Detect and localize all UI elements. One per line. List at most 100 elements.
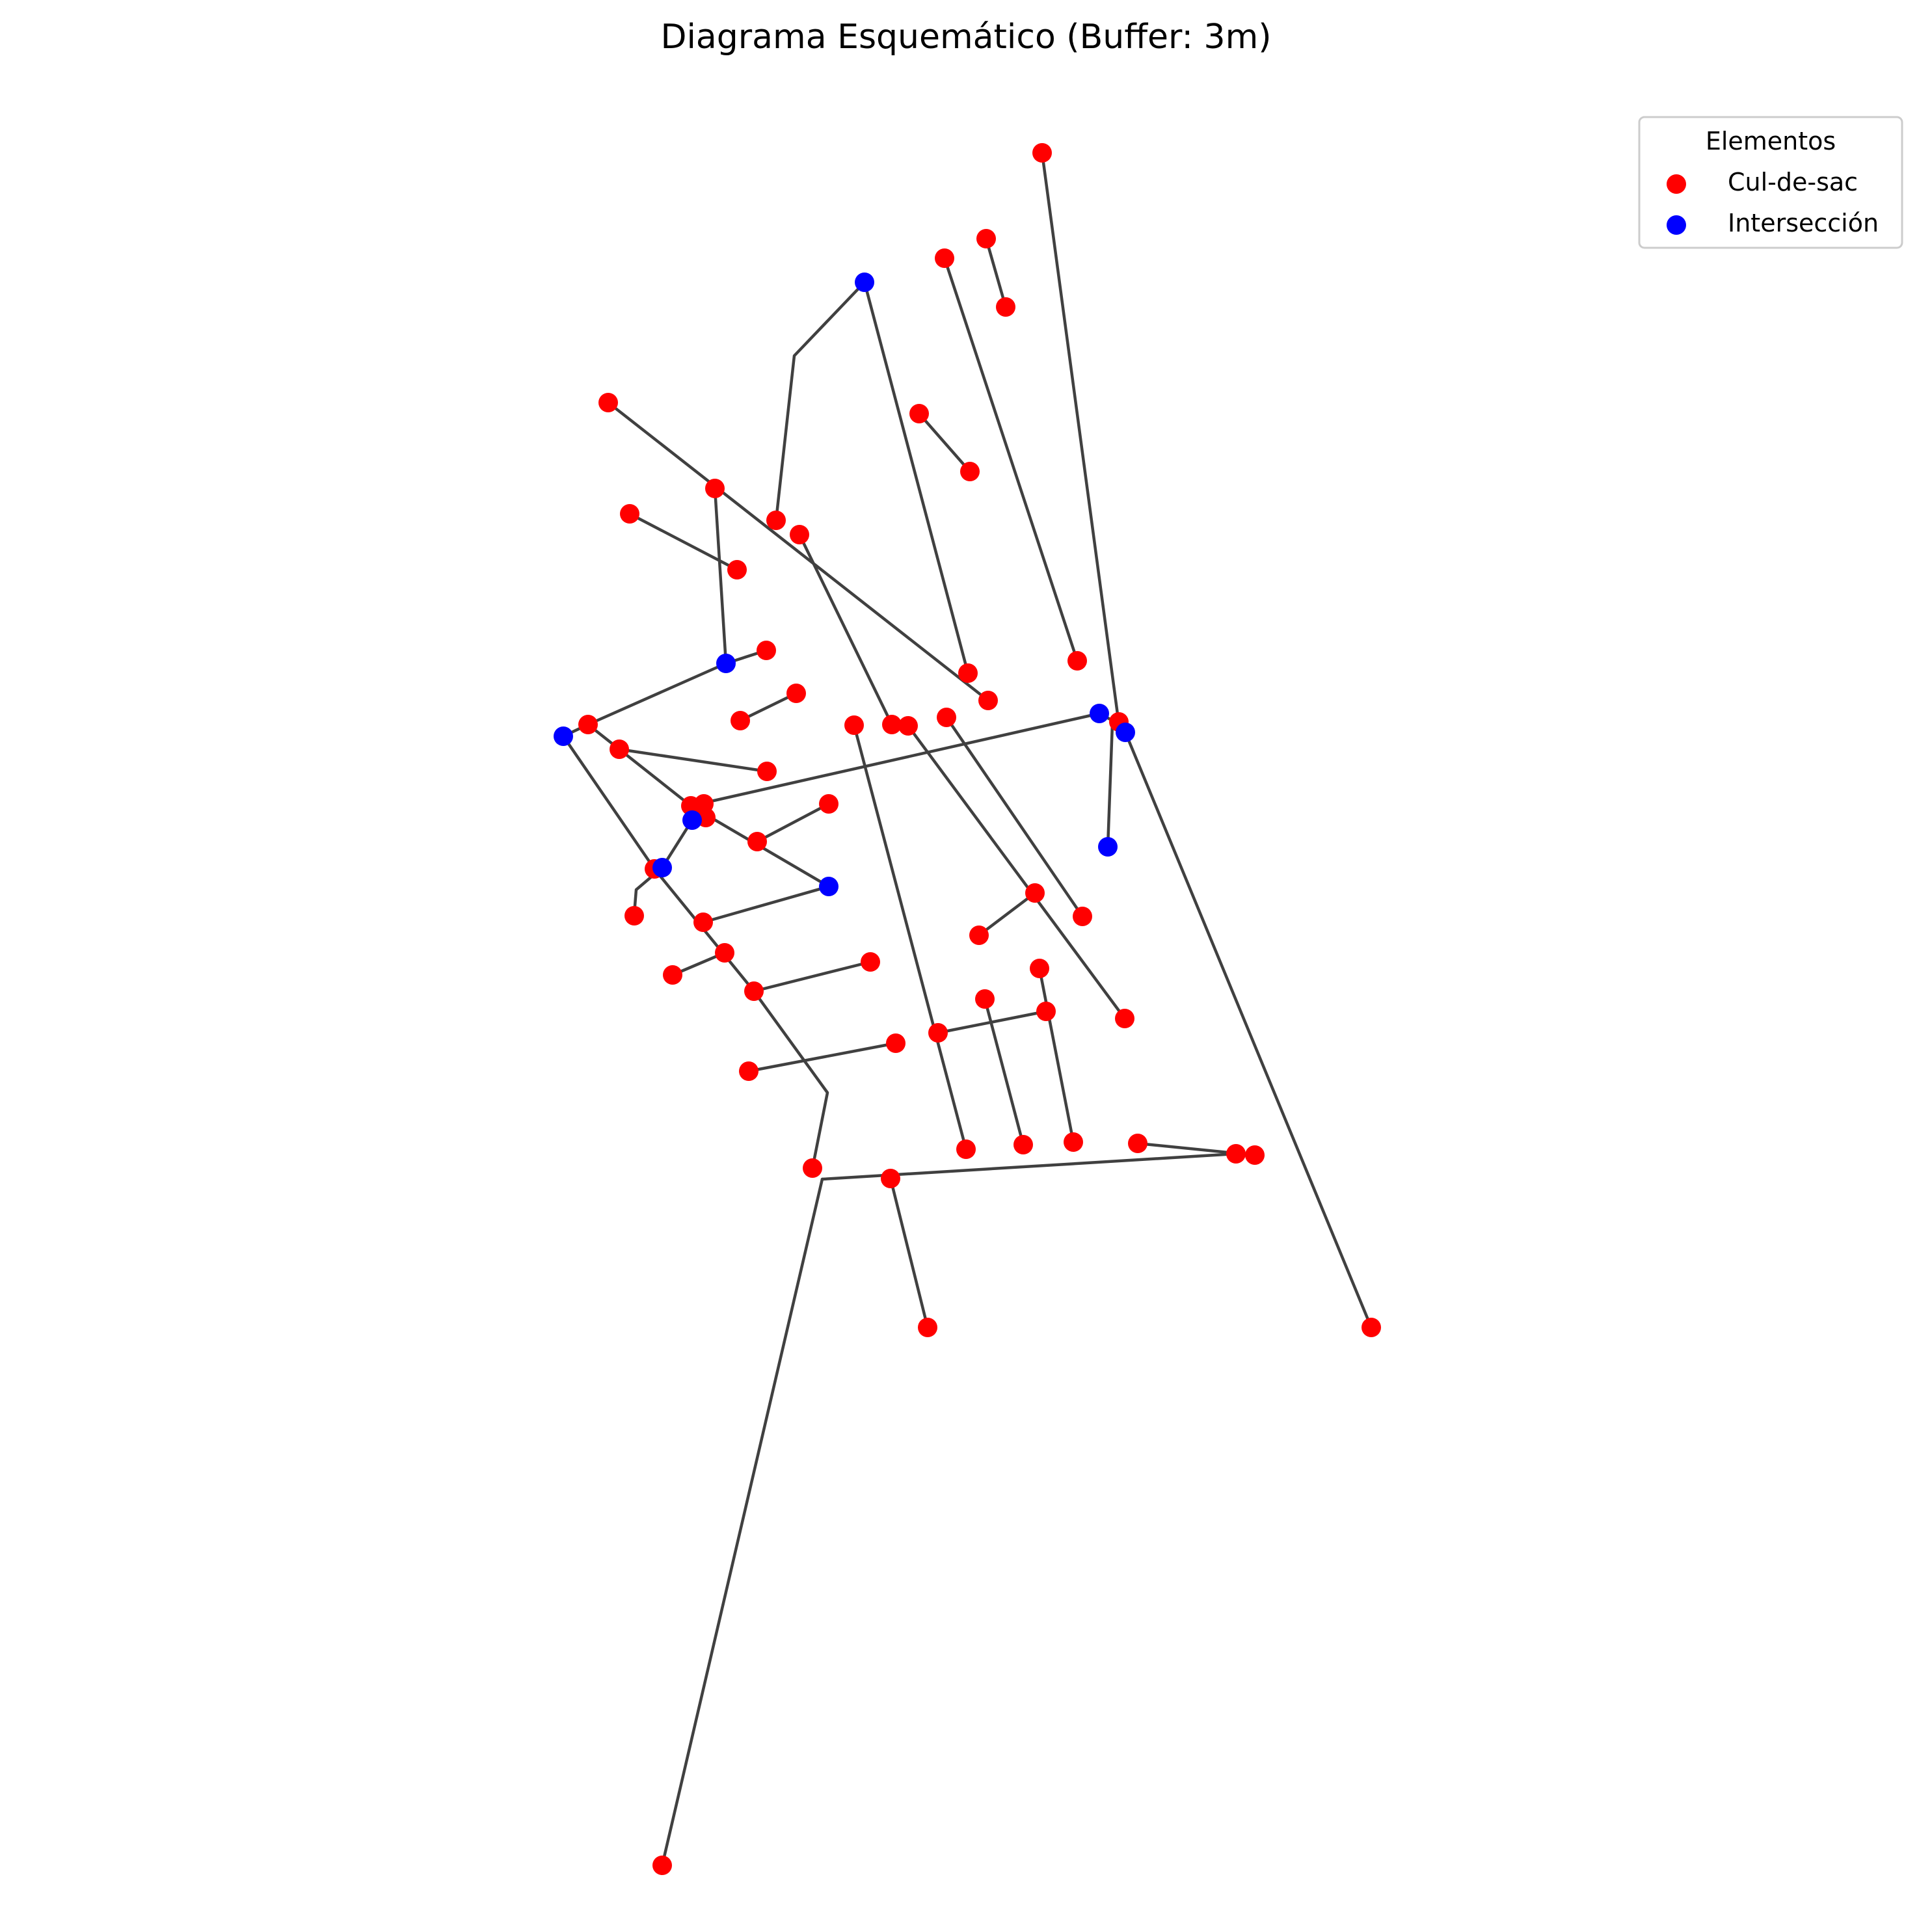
cul-de-sac-node: [757, 641, 776, 660]
cul-de-sac-node: [578, 715, 598, 734]
legend-label-interseccion: Intersección: [1728, 209, 1879, 237]
intersection-node: [855, 273, 874, 292]
edge: [852, 723, 968, 1151]
cul-de-sac-node: [1030, 959, 1049, 978]
cul-de-sac-node: [882, 715, 902, 734]
edge: [1038, 966, 1075, 1144]
edge: [863, 280, 970, 675]
cul-de-sac-node: [652, 1856, 672, 1875]
cul-de-sac-node: [1115, 1009, 1134, 1028]
edge: [617, 747, 769, 773]
cul-de-sac-nodes: [578, 143, 1381, 1875]
edge: [713, 486, 728, 665]
legend: Elementos Cul-de-sac Intersección: [1638, 116, 1903, 249]
cul-de-sac-node: [620, 504, 639, 524]
cul-de-sac-node: [844, 715, 864, 735]
edge: [917, 412, 972, 473]
cul-de-sac-node: [739, 1061, 758, 1081]
intersection-node: [1090, 704, 1109, 723]
cul-de-sac-node: [898, 716, 918, 736]
cul-de-sac-node: [909, 404, 929, 423]
edge: [945, 715, 1084, 918]
cul-de-sac-node: [766, 511, 786, 530]
cul-de-sac-node: [886, 1033, 906, 1053]
cul-de-sac-node: [1036, 1002, 1056, 1021]
legend-box: [1638, 116, 1903, 249]
intersection-node: [554, 726, 573, 746]
cul-de-sac-node: [715, 943, 734, 963]
edge: [1106, 722, 1114, 849]
cul-de-sac-legend-marker: [1667, 174, 1686, 194]
cul-de-sac-node: [624, 906, 644, 926]
cul-de-sac-node: [727, 560, 747, 579]
cul-de-sac-node: [1064, 1132, 1083, 1152]
cul-de-sac-node: [976, 229, 996, 248]
edge: [977, 891, 1037, 937]
edge: [983, 997, 1025, 1147]
cul-de-sac-node: [935, 248, 954, 268]
cul-de-sac-node: [996, 297, 1015, 317]
edge: [1040, 151, 1121, 726]
intersection-node: [716, 654, 736, 673]
cul-de-sac-node: [960, 462, 980, 481]
cul-de-sac-node: [978, 691, 998, 710]
legend-title: Elementos: [1706, 127, 1836, 155]
cul-de-sac-node: [819, 794, 839, 814]
cul-de-sac-node: [663, 965, 682, 985]
edge: [889, 1177, 930, 1329]
cul-de-sac-node: [610, 739, 629, 759]
intersection-nodes: [554, 273, 1135, 896]
cul-de-sac-node: [1128, 1134, 1147, 1153]
cul-de-sac-node: [928, 1023, 948, 1043]
cul-de-sac-node: [1226, 1144, 1246, 1164]
cul-de-sac-node: [1032, 143, 1052, 163]
network-edges: [561, 151, 1373, 1867]
cul-de-sac-node: [1073, 907, 1092, 926]
cul-de-sac-node: [956, 1139, 976, 1159]
cul-de-sac-node: [747, 832, 767, 851]
edge: [755, 802, 831, 844]
cul-de-sac-node: [881, 1169, 900, 1188]
edge: [906, 724, 1127, 1020]
cul-de-sac-node: [786, 684, 806, 703]
cul-de-sac-node: [693, 912, 713, 932]
edge: [701, 885, 831, 924]
cul-de-sac-node: [744, 981, 764, 1001]
cul-de-sac-node: [1362, 1318, 1381, 1337]
cul-de-sac-node: [803, 1158, 822, 1178]
cul-de-sac-node: [958, 663, 978, 683]
edge: [606, 401, 990, 702]
intersection-node: [1116, 723, 1135, 742]
edge: [984, 237, 1008, 309]
intersection-node: [682, 810, 702, 830]
edge: [660, 1177, 824, 1867]
cul-de-sac-node: [598, 393, 618, 412]
edge: [774, 280, 866, 522]
cul-de-sac-node: [1025, 883, 1045, 903]
cul-de-sac-node: [969, 926, 989, 945]
edge: [632, 818, 694, 916]
edge: [752, 960, 872, 993]
cul-de-sac-node: [757, 762, 777, 781]
edge: [747, 1041, 898, 1073]
diagram-title: Diagrama Esquemático (Buffer: 3m): [660, 18, 1271, 57]
cul-de-sac-node: [790, 525, 809, 544]
edge: [798, 533, 894, 726]
edge: [586, 661, 728, 726]
intersection-node: [1098, 837, 1118, 857]
cul-de-sac-node: [705, 479, 725, 498]
cul-de-sac-node: [1067, 651, 1087, 671]
legend-label-cul-de-sac: Cul-de-sac: [1728, 168, 1858, 196]
intersection-legend-marker: [1667, 215, 1686, 235]
edge: [738, 691, 798, 723]
cul-de-sac-node: [975, 989, 995, 1009]
edge: [689, 712, 1101, 808]
edge: [943, 256, 1079, 663]
cul-de-sac-node: [861, 952, 880, 972]
intersection-node: [652, 858, 672, 877]
cul-de-sac-node: [937, 708, 956, 727]
cul-de-sac-node: [731, 711, 750, 730]
cul-de-sac-node: [1013, 1135, 1033, 1154]
cul-de-sac-node: [918, 1318, 937, 1337]
